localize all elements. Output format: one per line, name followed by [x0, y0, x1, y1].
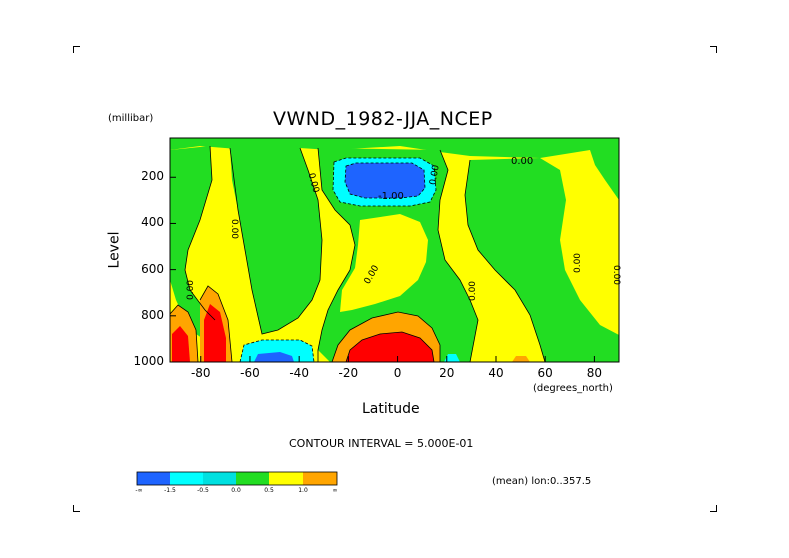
x-tick-label: 60 — [537, 366, 553, 380]
colorbar-tick-label: ∞ — [332, 487, 338, 494]
colorbar-bin-3 — [203, 472, 236, 485]
contour-label-west-mid: 0.00 — [229, 218, 240, 240]
chart-title: VWND_1982-JJA_NCEP — [273, 108, 493, 130]
contour-label-north-top: 0.00 — [511, 156, 534, 167]
contour-label-north-edge: 0.00 — [611, 264, 622, 286]
x-units-label: (degrees_north) — [533, 383, 613, 394]
y-tick-label: 200 — [141, 169, 164, 184]
y-tick-label: 1000 — [133, 354, 164, 368]
y-axis-label: Level — [106, 231, 123, 269]
y-tick-label: 800 — [141, 307, 164, 322]
fill-orange-north-blob — [512, 356, 530, 362]
contour-fills — [170, 138, 619, 362]
corner-mark-top-left — [73, 46, 80, 53]
fill-yellow-central-tongue — [340, 214, 428, 312]
fill-green-north-top — [590, 150, 619, 200]
corner-mark-bottom-left — [73, 505, 80, 512]
colorbar-tick-label: 0.0 — [231, 487, 241, 494]
colorbar-tick-label: -0.5 — [197, 487, 209, 494]
x-tick-label: 0 — [393, 366, 402, 380]
fill-red-polar-1 — [172, 326, 190, 362]
fill-green-north — [465, 158, 619, 362]
x-axis-ticks — [200, 356, 595, 362]
contour-lines — [170, 145, 546, 362]
fill-green-top-band — [170, 138, 619, 158]
x-tick-label: -20 — [338, 366, 359, 380]
x-axis-label: Latitude — [362, 401, 420, 417]
corner-mark-top-right — [710, 46, 717, 53]
y-tick-label: 600 — [141, 261, 164, 276]
colorbar-tick-label: -1.5 — [164, 487, 176, 494]
x-tick-label: -60 — [240, 366, 260, 380]
colorbar-bin-6 — [303, 472, 337, 485]
y-units-label: (millibar) — [108, 113, 154, 124]
fill-blue-upper — [345, 163, 425, 198]
fill-blue-south-low — [254, 352, 294, 362]
colorbar-bin-4 — [236, 472, 269, 485]
corner-mark-bottom-right — [710, 505, 717, 512]
colorbar-tick-label: 1.0 — [298, 487, 308, 494]
contour-label-polar: 0.00 — [186, 279, 197, 301]
colorbar-bin-1 — [137, 472, 170, 485]
contour-label-north-mid: 0.00 — [573, 252, 584, 274]
plot-frame — [169, 137, 620, 363]
fill-cyan-small — [444, 354, 460, 362]
colorbar — [136, 471, 338, 486]
y-axis-ticks — [170, 176, 176, 363]
fill-green-south-mid — [230, 148, 322, 334]
fill-red-polar-2 — [204, 304, 226, 362]
x-tick-label: 20 — [439, 366, 455, 380]
colorbar-frame — [136, 471, 338, 486]
x-tick-label: 80 — [586, 366, 603, 380]
colorbar-bin-2 — [170, 472, 203, 485]
fill-green-left — [170, 146, 215, 340]
colorbar-tick-label: -∞ — [135, 487, 143, 494]
contour-interval-note: CONTOUR INTERVAL = 5.000E-01 — [289, 437, 474, 450]
mean-longitude-note: (mean) lon:0..357.5 — [492, 476, 592, 487]
x-tick-label: 40 — [488, 366, 504, 380]
y-tick-label: 400 — [141, 215, 164, 230]
colorbar-bin-5 — [269, 472, 303, 485]
contour-label-jet-core: -1.00 — [378, 191, 404, 202]
colorbar-tick-label: 0.5 — [264, 487, 274, 494]
contour-label-subtropic-north: 0.00 — [468, 280, 479, 302]
x-tick-label: -40 — [289, 366, 309, 380]
x-tick-label: -80 — [190, 366, 211, 380]
fill-red-equator — [346, 332, 434, 362]
